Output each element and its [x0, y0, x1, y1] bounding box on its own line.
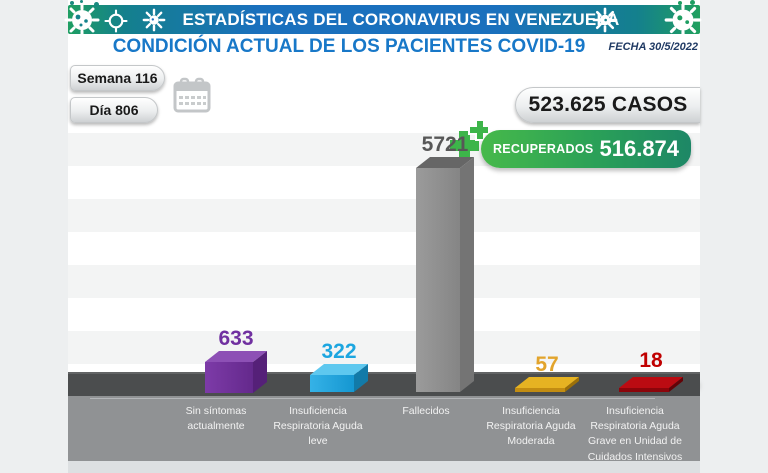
virus-icon: [664, 1, 702, 39]
virus-dot: [678, 1, 682, 5]
virus-spiky-icon: [592, 7, 618, 33]
category-label: Insuficiencia Respiratoria Aguda Grave e…: [587, 405, 683, 463]
virus-dot: [70, 1, 74, 5]
week-badge: Semana 116: [70, 65, 165, 91]
header-banner: ESTADÍSTICAS DEL CORONAVIRUS EN VENEZUEL…: [64, 1, 702, 39]
content-panel: ESTADÍSTICAS DEL CORONAVIRUS EN VENEZUEL…: [64, 0, 702, 473]
category-label-area: Sin síntomas actualmente Insuficiencia R…: [68, 396, 700, 463]
separator-line: [90, 398, 655, 399]
value-label: 633: [218, 327, 254, 350]
value-label: 57: [535, 353, 559, 376]
virus-dot: [690, 0, 695, 5]
category-label: Fallecidos: [402, 405, 450, 417]
chart-floor: [68, 372, 700, 396]
bottom-strip: [68, 461, 700, 473]
virus-icon: [64, 2, 100, 38]
bar-insuficiencia-moderada: [515, 376, 579, 392]
bar-sin-sintomas: [205, 350, 267, 393]
total-cases-badge: 523.625 CASOS: [515, 87, 700, 123]
recovered-value: 516.874: [599, 136, 680, 161]
category-label: Insuficiencia Respiratoria Aguda leve: [273, 405, 363, 448]
subtitle-row: CONDICIÓN ACTUAL DE LOS PACIENTES COVID-…: [68, 36, 700, 58]
medical-cross-icon: [450, 119, 488, 160]
chart-title: CONDICIÓN ACTUAL DE LOS PACIENTES COVID-…: [112, 36, 586, 57]
value-label: 5721: [421, 133, 469, 156]
bar-fallecidos: [416, 156, 474, 392]
category-label: Sin síntomas actualmente: [185, 405, 247, 433]
category-label: Insuficiencia Respiratoria Aguda Moderad…: [486, 405, 576, 448]
page-title: ESTADÍSTICAS DEL CORONAVIRUS EN VENEZUEL…: [182, 10, 620, 29]
recovered-badge: RECUPERADOS 516.874: [481, 130, 691, 168]
bar-insuficiencia-leve: [310, 363, 368, 392]
virus-dot: [94, 2, 99, 7]
virus-spiky-icon: [142, 8, 166, 32]
bar-insuficiencia-grave: [619, 376, 683, 392]
virus-dot: [80, 0, 83, 3]
value-label: 18: [639, 349, 663, 372]
recovered-label: RECUPERADOS: [492, 142, 594, 156]
value-label: 322: [321, 340, 357, 363]
calendar-icon: [173, 77, 211, 113]
virus-outline-icon: [104, 9, 128, 33]
day-badge: Día 806: [70, 97, 158, 123]
date-label: FECHA 30/5/2022: [608, 41, 698, 53]
